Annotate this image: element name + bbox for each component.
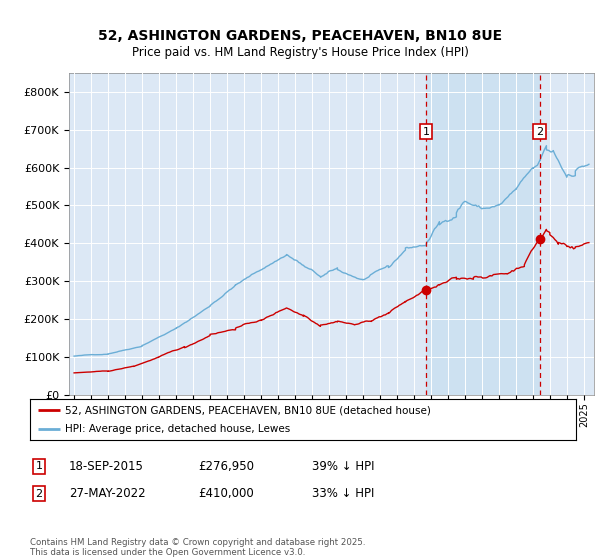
Text: £410,000: £410,000 xyxy=(198,487,254,501)
Text: 52, ASHINGTON GARDENS, PEACEHAVEN, BN10 8UE (detached house): 52, ASHINGTON GARDENS, PEACEHAVEN, BN10 … xyxy=(65,405,431,415)
Text: 39% ↓ HPI: 39% ↓ HPI xyxy=(312,460,374,473)
Text: £276,950: £276,950 xyxy=(198,460,254,473)
Text: Price paid vs. HM Land Registry's House Price Index (HPI): Price paid vs. HM Land Registry's House … xyxy=(131,46,469,59)
Text: 18-SEP-2015: 18-SEP-2015 xyxy=(69,460,144,473)
Text: 2: 2 xyxy=(536,127,544,137)
Text: 2: 2 xyxy=(35,489,43,499)
Text: HPI: Average price, detached house, Lewes: HPI: Average price, detached house, Lewe… xyxy=(65,424,291,433)
Text: 1: 1 xyxy=(35,461,43,472)
Text: 33% ↓ HPI: 33% ↓ HPI xyxy=(312,487,374,501)
Text: 1: 1 xyxy=(422,127,430,137)
Text: Contains HM Land Registry data © Crown copyright and database right 2025.
This d: Contains HM Land Registry data © Crown c… xyxy=(30,538,365,557)
Text: 27-MAY-2022: 27-MAY-2022 xyxy=(69,487,146,501)
Bar xyxy=(426,73,540,395)
Text: 52, ASHINGTON GARDENS, PEACEHAVEN, BN10 8UE: 52, ASHINGTON GARDENS, PEACEHAVEN, BN10 … xyxy=(98,29,502,43)
